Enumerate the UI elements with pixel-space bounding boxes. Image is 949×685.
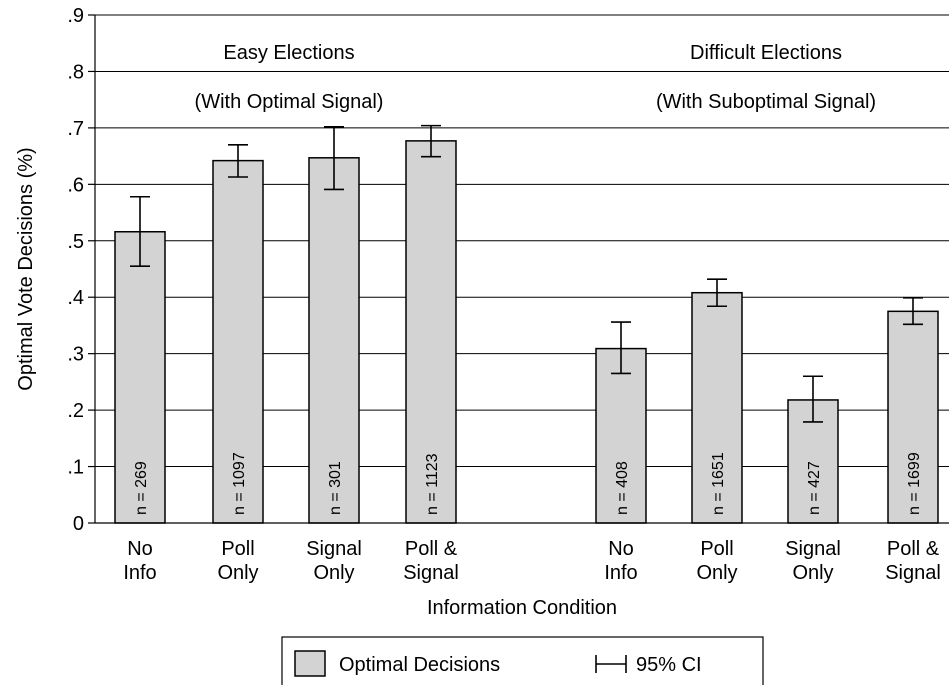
y-tick-label: .2 xyxy=(67,400,84,422)
legend-bar-label: Optimal Decisions xyxy=(339,654,500,676)
x-category-label: Signal xyxy=(785,538,841,560)
y-tick-label: .7 xyxy=(67,118,84,140)
bar-n-label: n = 1097 xyxy=(231,452,248,515)
x-category-label: Signal xyxy=(403,562,459,584)
bar-n-label: n = 1651 xyxy=(710,452,727,515)
group-subtitle: (With Suboptimal Signal) xyxy=(656,91,876,113)
x-category-label: Only xyxy=(696,562,737,584)
axes xyxy=(88,14,949,524)
x-category-label: No xyxy=(127,538,153,560)
y-tick-label: .9 xyxy=(67,5,84,27)
legend: Optimal Decisions 95% CI xyxy=(281,636,764,685)
bar xyxy=(595,347,647,524)
bar xyxy=(308,157,360,524)
bar-n-label: n = 269 xyxy=(133,461,150,515)
y-tick-label: .1 xyxy=(67,457,84,479)
group-title: Difficult Elections xyxy=(690,42,842,64)
y-tick-label: .5 xyxy=(67,231,84,253)
x-category-label: Only xyxy=(792,562,833,584)
x-category-label: Only xyxy=(217,562,258,584)
x-category-label: Signal xyxy=(885,562,941,584)
bar-n-label: n = 408 xyxy=(614,461,631,515)
chart-labels: 0 .1 .2 .3 .4 .5 .6 .7 .8 .9 Easy Elections (With O… xyxy=(15,5,941,619)
x-category-label: Signal xyxy=(306,538,362,560)
bar xyxy=(691,291,743,524)
y-tick-label: .6 xyxy=(67,174,84,196)
x-category-label: Poll xyxy=(700,538,733,560)
x-category-label: Only xyxy=(313,562,354,584)
legend-box xyxy=(281,636,764,685)
y-tick-label: 0 xyxy=(73,513,84,535)
x-category-label: Poll & xyxy=(887,538,940,560)
legend-ci-label: 95% CI xyxy=(636,654,702,676)
x-category-label: Poll & xyxy=(405,538,458,560)
x-category-label: Poll xyxy=(221,538,254,560)
legend-bar-swatch xyxy=(294,650,326,677)
x-category-label: No xyxy=(608,538,634,560)
y-tick-label: .4 xyxy=(67,287,84,309)
group-title: Easy Elections xyxy=(223,42,354,64)
group-subtitle: (With Optimal Signal) xyxy=(195,91,384,113)
y-axis-title: Optimal Vote Decisions (%) xyxy=(15,147,37,390)
bar-n-label: n = 301 xyxy=(327,461,344,515)
bar-n-label: n = 427 xyxy=(806,461,823,515)
bar-n-label: n = 1699 xyxy=(906,452,923,515)
bar-n-label: n = 1123 xyxy=(424,453,441,515)
y-tick-label: .8 xyxy=(67,61,84,83)
bars xyxy=(114,124,939,524)
bar xyxy=(114,230,166,524)
y-tick-label: .3 xyxy=(67,344,84,366)
bar xyxy=(405,140,457,524)
x-category-label: Info xyxy=(123,562,156,584)
x-category-label: Info xyxy=(604,562,637,584)
x-axis-title: Information Condition xyxy=(427,597,617,619)
